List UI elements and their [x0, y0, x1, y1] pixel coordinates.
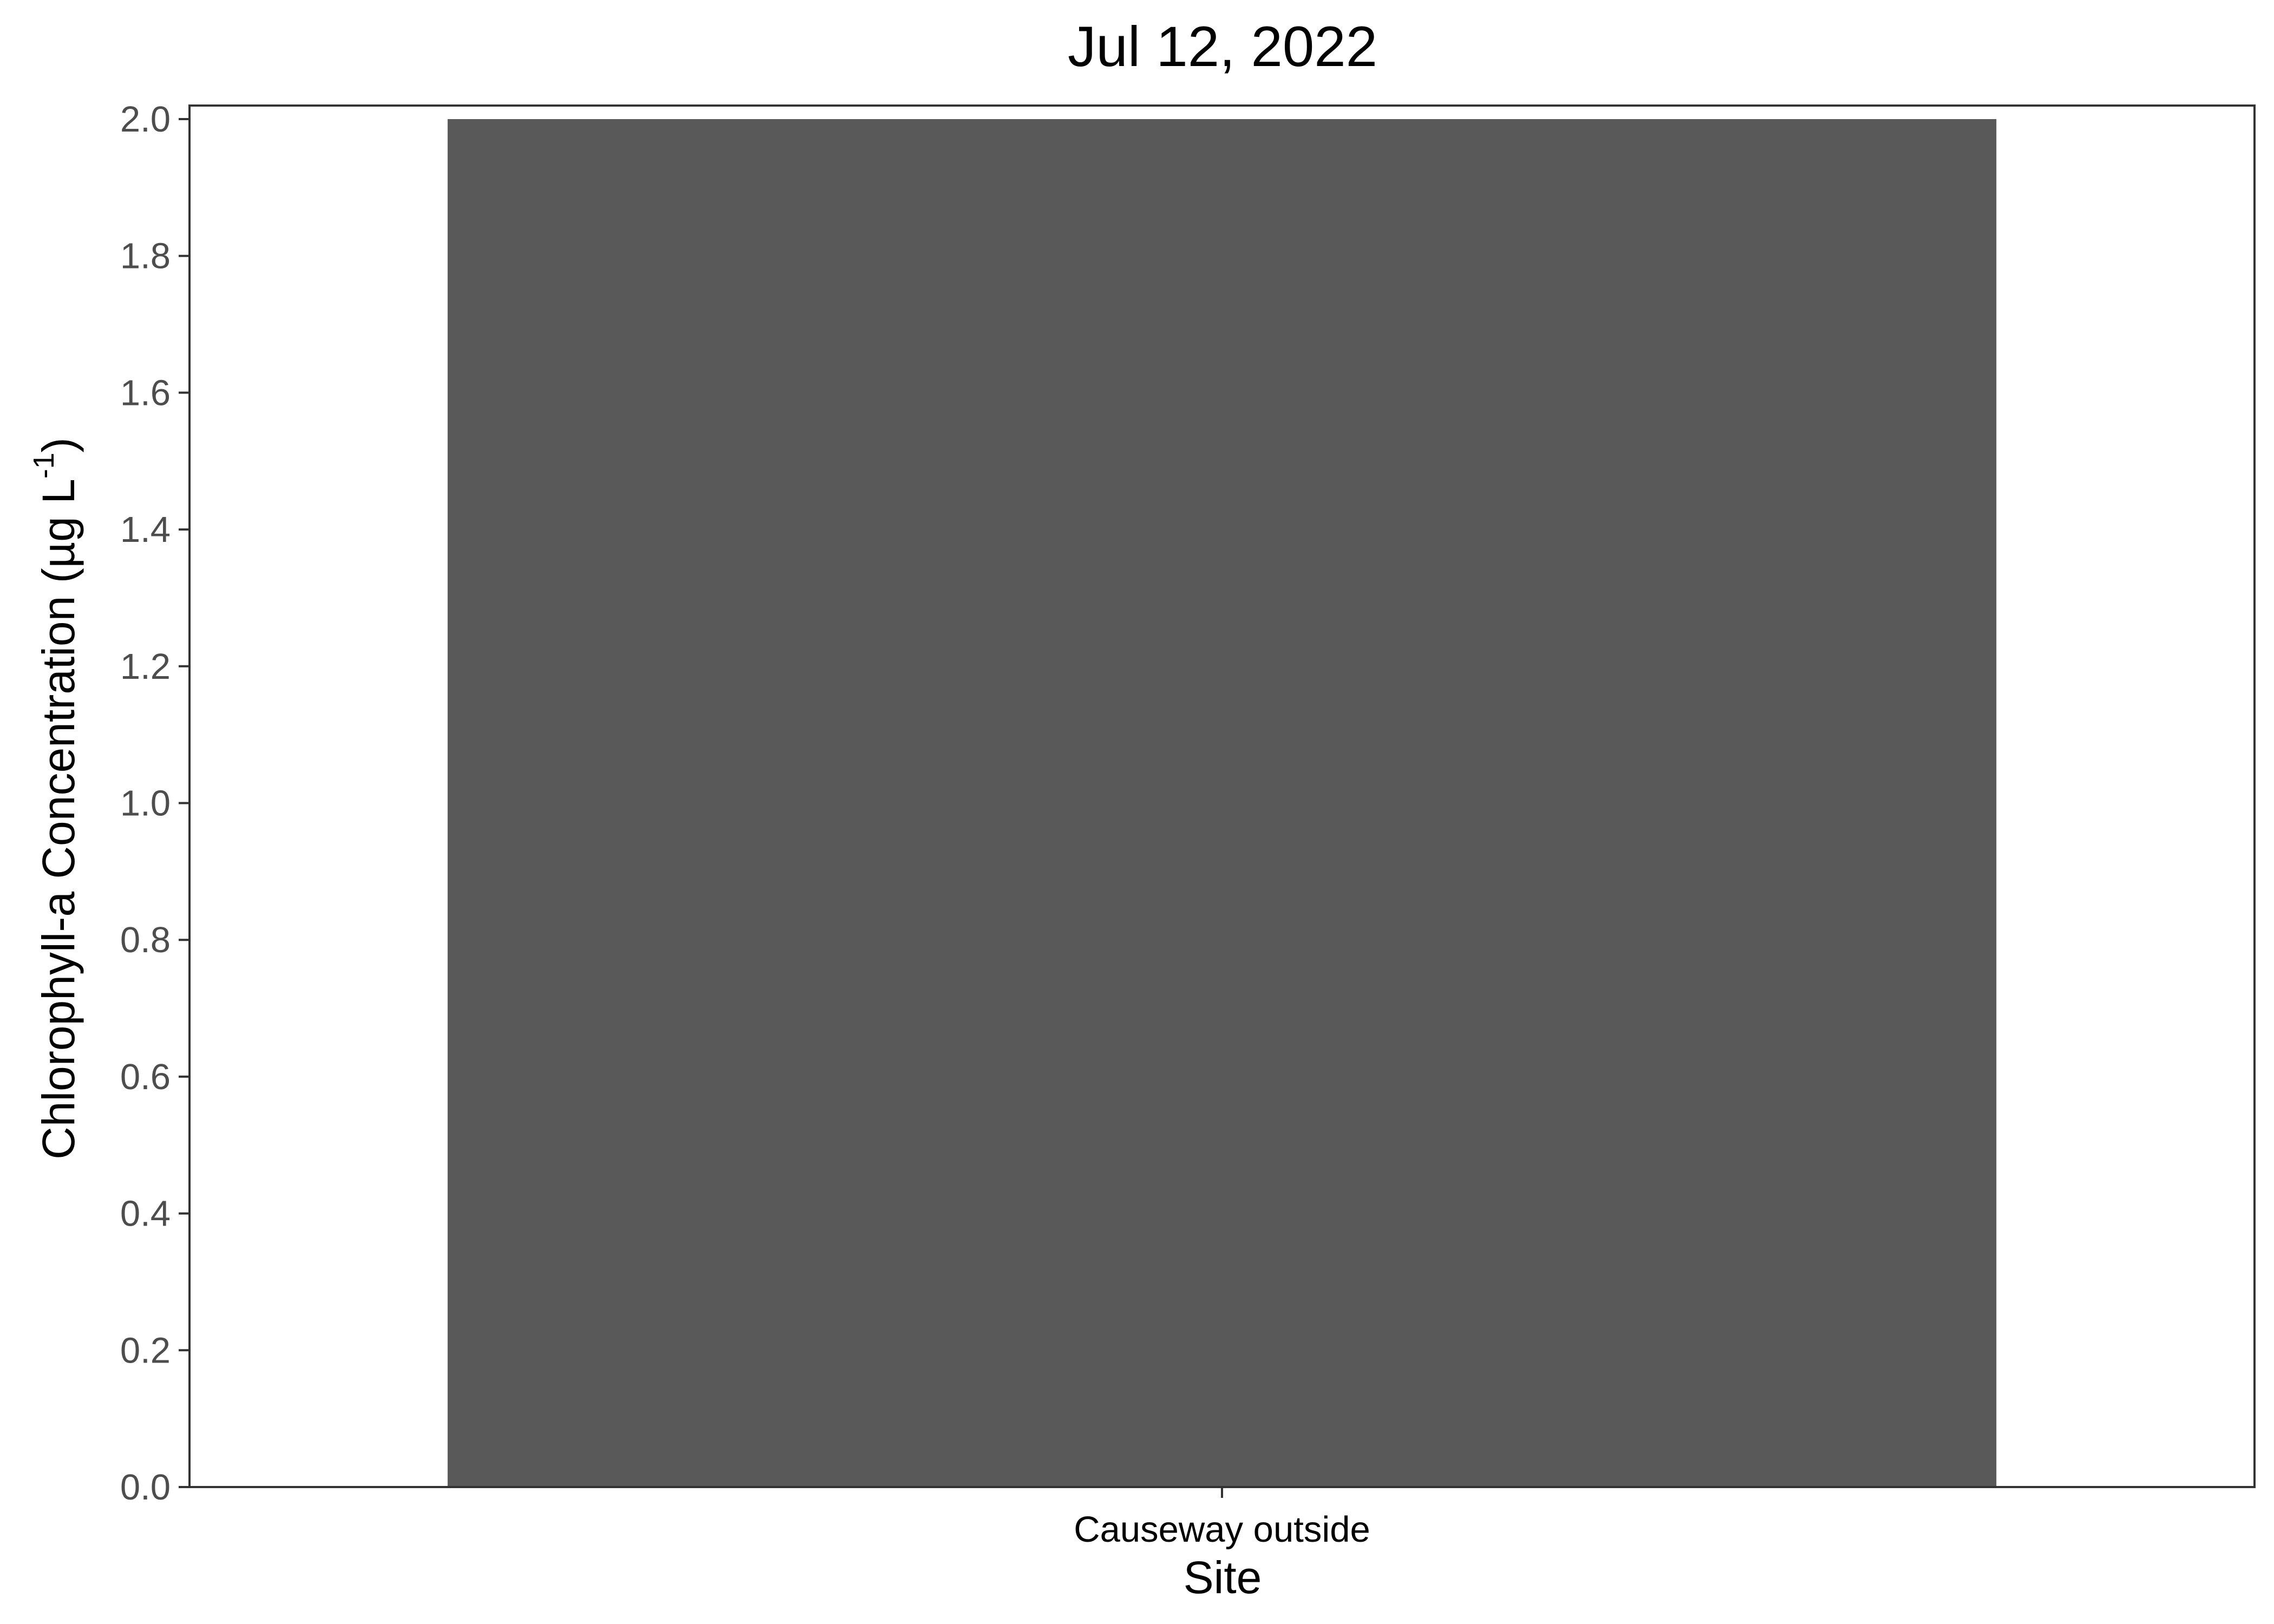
bars-group [447, 119, 1997, 1487]
x-axis: Causeway outside [1074, 1487, 1370, 1550]
chart-title: Jul 12, 2022 [1068, 15, 1377, 78]
y-axis-title: Chlorophyll-a Concentration (µg L-1) [28, 437, 84, 1160]
y-tick-label: 0.6 [120, 1057, 171, 1097]
y-tick-label: 0.4 [120, 1194, 171, 1234]
y-axis-title-unit: µg L [33, 479, 84, 568]
y-axis-title-main: Chlorophyll-a Concentration ( [33, 568, 84, 1160]
y-tick-label: 0.8 [120, 920, 171, 960]
y-tick-label: 1.6 [120, 372, 171, 413]
y-axis: 0.0 0.2 0.4 0.6 0.8 1.0 1.2 1.4 1.6 1.8 2.0 [120, 99, 190, 1508]
y-axis-title-close: ) [33, 437, 84, 453]
y-axis-title-exponent: -1 [28, 453, 60, 479]
x-tick-label: Causeway outside [1074, 1509, 1370, 1550]
y-tick-label: 1.2 [120, 646, 171, 687]
y-tick-label: 1.4 [120, 509, 171, 550]
y-tick-label: 1.0 [120, 783, 171, 824]
y-tick-label: 1.8 [120, 236, 171, 277]
y-tick-label: 0.0 [120, 1467, 171, 1508]
bar [447, 119, 1997, 1487]
x-axis-title: Site [1184, 1552, 1262, 1603]
y-tick-label: 0.2 [120, 1330, 171, 1371]
y-tick-label: 2.0 [120, 99, 171, 140]
